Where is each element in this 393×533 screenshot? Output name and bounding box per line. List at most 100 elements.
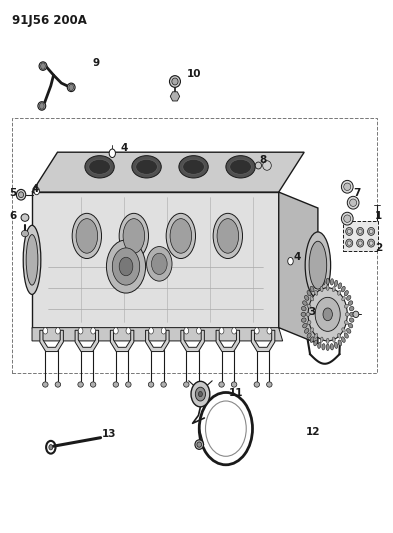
Text: 10: 10	[187, 69, 201, 79]
Ellipse shape	[112, 248, 140, 285]
Ellipse shape	[303, 301, 307, 305]
Ellipse shape	[347, 196, 359, 209]
Ellipse shape	[322, 344, 325, 350]
Ellipse shape	[90, 382, 96, 387]
Circle shape	[232, 328, 237, 334]
Ellipse shape	[307, 304, 311, 308]
Ellipse shape	[213, 213, 242, 259]
Circle shape	[69, 84, 73, 91]
Polygon shape	[252, 330, 275, 352]
Text: 8: 8	[259, 155, 266, 165]
Ellipse shape	[89, 159, 110, 174]
Ellipse shape	[326, 338, 329, 344]
Ellipse shape	[301, 318, 306, 322]
Ellipse shape	[119, 213, 149, 259]
Circle shape	[195, 387, 206, 401]
Polygon shape	[216, 330, 240, 352]
Text: 4: 4	[294, 252, 301, 262]
Ellipse shape	[338, 283, 342, 289]
Ellipse shape	[38, 102, 46, 110]
Ellipse shape	[348, 324, 353, 328]
Ellipse shape	[357, 239, 364, 247]
Ellipse shape	[332, 337, 335, 342]
Ellipse shape	[126, 382, 131, 387]
Text: 11: 11	[229, 388, 243, 398]
Text: 4: 4	[120, 143, 127, 154]
Text: 6: 6	[9, 211, 17, 221]
Circle shape	[40, 63, 45, 69]
Ellipse shape	[231, 382, 237, 387]
Ellipse shape	[334, 280, 338, 286]
Ellipse shape	[307, 333, 311, 338]
Circle shape	[39, 103, 44, 109]
Text: 9: 9	[93, 59, 100, 68]
Ellipse shape	[310, 296, 314, 301]
Ellipse shape	[310, 286, 314, 292]
Ellipse shape	[369, 241, 373, 245]
Circle shape	[126, 328, 131, 334]
Ellipse shape	[217, 219, 239, 253]
Ellipse shape	[349, 306, 354, 311]
Circle shape	[288, 257, 293, 265]
Ellipse shape	[346, 239, 353, 247]
Circle shape	[191, 381, 210, 407]
Ellipse shape	[349, 318, 354, 322]
Ellipse shape	[358, 229, 362, 233]
Ellipse shape	[348, 301, 353, 305]
Ellipse shape	[72, 213, 101, 259]
Text: 5: 5	[9, 188, 17, 198]
Ellipse shape	[326, 278, 329, 285]
Circle shape	[43, 328, 48, 334]
Ellipse shape	[26, 235, 38, 285]
Ellipse shape	[334, 342, 338, 349]
Ellipse shape	[326, 285, 329, 290]
Ellipse shape	[172, 78, 178, 85]
Ellipse shape	[314, 334, 318, 338]
Ellipse shape	[39, 62, 47, 70]
Ellipse shape	[67, 83, 75, 92]
Ellipse shape	[347, 241, 351, 245]
Polygon shape	[145, 330, 169, 352]
Ellipse shape	[170, 219, 192, 253]
Circle shape	[149, 328, 153, 334]
Polygon shape	[32, 192, 279, 328]
Circle shape	[267, 328, 272, 334]
Ellipse shape	[367, 239, 375, 247]
Circle shape	[198, 391, 202, 397]
Ellipse shape	[303, 324, 307, 328]
Bar	[343, 221, 378, 251]
Polygon shape	[170, 92, 180, 101]
Ellipse shape	[307, 290, 311, 296]
Ellipse shape	[358, 241, 362, 245]
Ellipse shape	[342, 337, 345, 342]
Circle shape	[55, 328, 60, 334]
Ellipse shape	[147, 247, 172, 281]
Ellipse shape	[338, 334, 341, 338]
Ellipse shape	[301, 312, 306, 317]
Ellipse shape	[255, 162, 261, 169]
Ellipse shape	[169, 76, 180, 87]
Ellipse shape	[183, 159, 204, 174]
Ellipse shape	[230, 159, 252, 174]
Ellipse shape	[345, 312, 349, 316]
Ellipse shape	[338, 290, 341, 295]
Ellipse shape	[305, 295, 309, 300]
Ellipse shape	[136, 159, 157, 174]
Circle shape	[196, 328, 201, 334]
Ellipse shape	[113, 382, 119, 387]
Ellipse shape	[342, 286, 345, 292]
Ellipse shape	[347, 295, 351, 300]
Ellipse shape	[307, 321, 311, 325]
Ellipse shape	[367, 228, 375, 236]
Ellipse shape	[305, 328, 309, 333]
Ellipse shape	[314, 340, 317, 346]
Text: 1: 1	[375, 211, 382, 221]
Ellipse shape	[17, 189, 26, 200]
Circle shape	[308, 288, 347, 341]
Ellipse shape	[22, 230, 29, 237]
Ellipse shape	[344, 183, 351, 190]
Ellipse shape	[326, 344, 329, 351]
Circle shape	[184, 328, 189, 334]
Polygon shape	[32, 328, 283, 341]
Ellipse shape	[107, 240, 145, 293]
